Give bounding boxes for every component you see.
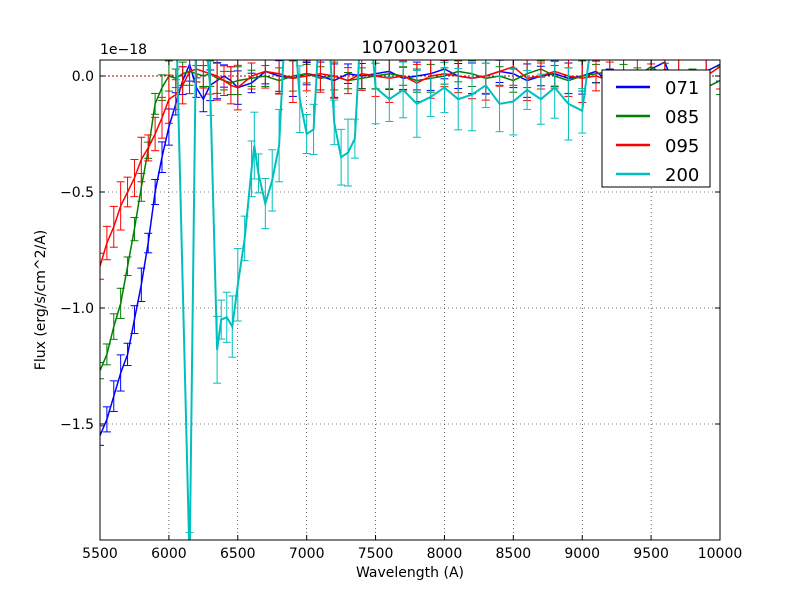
x-tick-label: 8500: [496, 546, 532, 562]
y-offset-label: 1e−18: [100, 42, 147, 58]
x-tick-label: 6500: [220, 546, 256, 562]
plot-frame: [99, 59, 721, 541]
chart-title: 107003201: [361, 38, 458, 58]
x-axis-label: Wavelength (A): [356, 565, 464, 581]
y-tick-label: 0.0: [72, 69, 94, 85]
legend-label: 095: [665, 136, 699, 157]
y-tick-label: −1.0: [60, 301, 94, 317]
x-tick-label: 10000: [698, 546, 743, 562]
x-tick-label: 9500: [633, 546, 669, 562]
y-tick-label: −1.5: [60, 417, 94, 433]
series-line: [176, 60, 590, 540]
x-tick-label: 8000: [427, 546, 463, 562]
x-tick-label: 6000: [151, 546, 187, 562]
x-tick-label: 7000: [289, 546, 325, 562]
x-tick-label: 7500: [358, 546, 394, 562]
x-tick-label: 5500: [82, 546, 118, 562]
series-line: [100, 65, 720, 267]
x-tick-label: 9000: [564, 546, 600, 562]
series-200: [176, 60, 590, 540]
axis-ticks: 5500 6000 6500 7000 7500 8000 8500 9000 9500 1000…: [60, 60, 742, 562]
y-axis-label: Flux (erg/s/cm^2/A): [33, 230, 49, 370]
legend: 071 085 095 200: [601, 69, 711, 188]
legend-box: [601, 69, 711, 188]
legend-label: 071: [665, 78, 699, 99]
legend-label: 085: [665, 107, 699, 128]
legend-label: 200: [665, 165, 699, 186]
y-tick-label: −0.5: [60, 185, 94, 201]
series-line: [100, 61, 720, 436]
